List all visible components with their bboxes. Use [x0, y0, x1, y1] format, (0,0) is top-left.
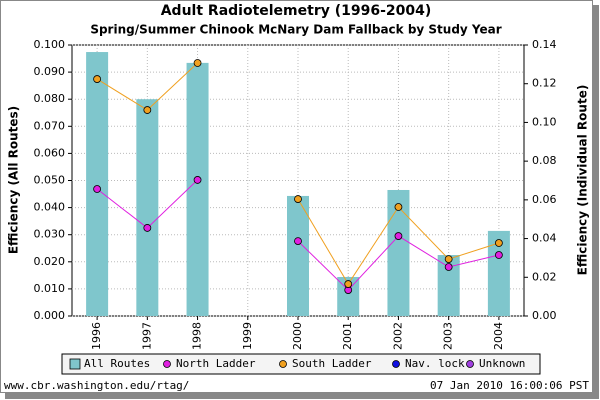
y2-tick-label: 0.10: [532, 115, 557, 128]
y2-tick-label: 0.06: [532, 193, 557, 206]
point: [93, 185, 102, 193]
point: [193, 176, 202, 184]
y-axis-label: Efficiency (All Routes): [7, 106, 21, 254]
bar: [337, 276, 360, 316]
bar: [487, 230, 510, 316]
bar: [387, 189, 410, 316]
x-tick-label: 2004: [492, 322, 505, 350]
timestamp: 07 Jan 2010 16:00:06 PST: [430, 379, 589, 392]
y2-tick-label: 0.02: [532, 270, 557, 283]
y-tick-label: 0.020: [34, 255, 66, 268]
y2-tick-label: 0.08: [532, 154, 557, 167]
point: [143, 224, 152, 232]
y-tick-label: 0.070: [34, 119, 66, 132]
legend-swatch: [163, 360, 171, 368]
y-tick-label: 0.100: [34, 38, 66, 51]
bar: [287, 195, 309, 316]
x-tick-label: 2003: [442, 322, 455, 350]
source: www.cbr.washington.edu/rtag/: [4, 379, 189, 392]
y-tick-label: 0.040: [34, 201, 66, 214]
legend-label: All Routes: [84, 357, 150, 370]
legend-label: North Ladder: [176, 357, 256, 370]
point: [93, 75, 102, 83]
point: [494, 239, 503, 247]
legend-swatch: [392, 360, 400, 368]
x-tick-label: 2000: [291, 322, 304, 350]
point: [143, 106, 152, 114]
y-tick-label: 0.050: [34, 174, 66, 187]
y2-tick-label: 0.04: [532, 232, 557, 245]
chart-subtitle: Spring/Summer Chinook McNary Dam Fallbac…: [90, 23, 501, 37]
x-tick-label: 1996: [90, 322, 103, 350]
x-tick-label: 2002: [391, 322, 404, 350]
y-tick-label: 0.090: [34, 65, 66, 78]
bar: [136, 99, 159, 316]
legend-swatch: [466, 360, 474, 368]
point: [494, 251, 503, 259]
x-tick-label: 1998: [191, 322, 204, 350]
y-tick-label: 0.030: [34, 228, 66, 241]
y2-tick-label: 0.12: [532, 77, 557, 90]
point: [394, 232, 403, 240]
point: [193, 59, 202, 67]
point: [294, 237, 302, 245]
legend-label: Nav. lock: [405, 357, 465, 370]
point: [344, 280, 353, 288]
bar: [437, 255, 460, 316]
bar: [86, 52, 109, 317]
legend-label: South Ladder: [292, 357, 372, 370]
chart-title: Adult Radiotelemetry (1996-2004): [161, 3, 432, 19]
x-tick-label: 1999: [241, 322, 254, 350]
y-tick-label: 0.000: [34, 309, 66, 322]
y-tick-label: 0.080: [34, 92, 66, 105]
point: [294, 195, 302, 203]
y2-tick-label: 0.14: [532, 38, 557, 51]
point: [394, 203, 403, 211]
y-tick-label: 0.010: [34, 282, 66, 295]
x-tick-label: 2001: [341, 322, 354, 350]
point: [444, 263, 453, 271]
legend-label: Unknown: [479, 357, 525, 370]
point: [444, 255, 453, 263]
legend-swatch: [69, 358, 81, 370]
legend: [61, 353, 541, 375]
y2-tick-label: 0.00: [532, 309, 557, 322]
x-tick-label: 1997: [140, 322, 153, 350]
y-tick-label: 0.060: [34, 146, 66, 159]
bar: [186, 62, 209, 316]
legend-swatch: [279, 360, 287, 368]
y2-axis-label: Efficiency (Individual Route): [576, 85, 590, 276]
